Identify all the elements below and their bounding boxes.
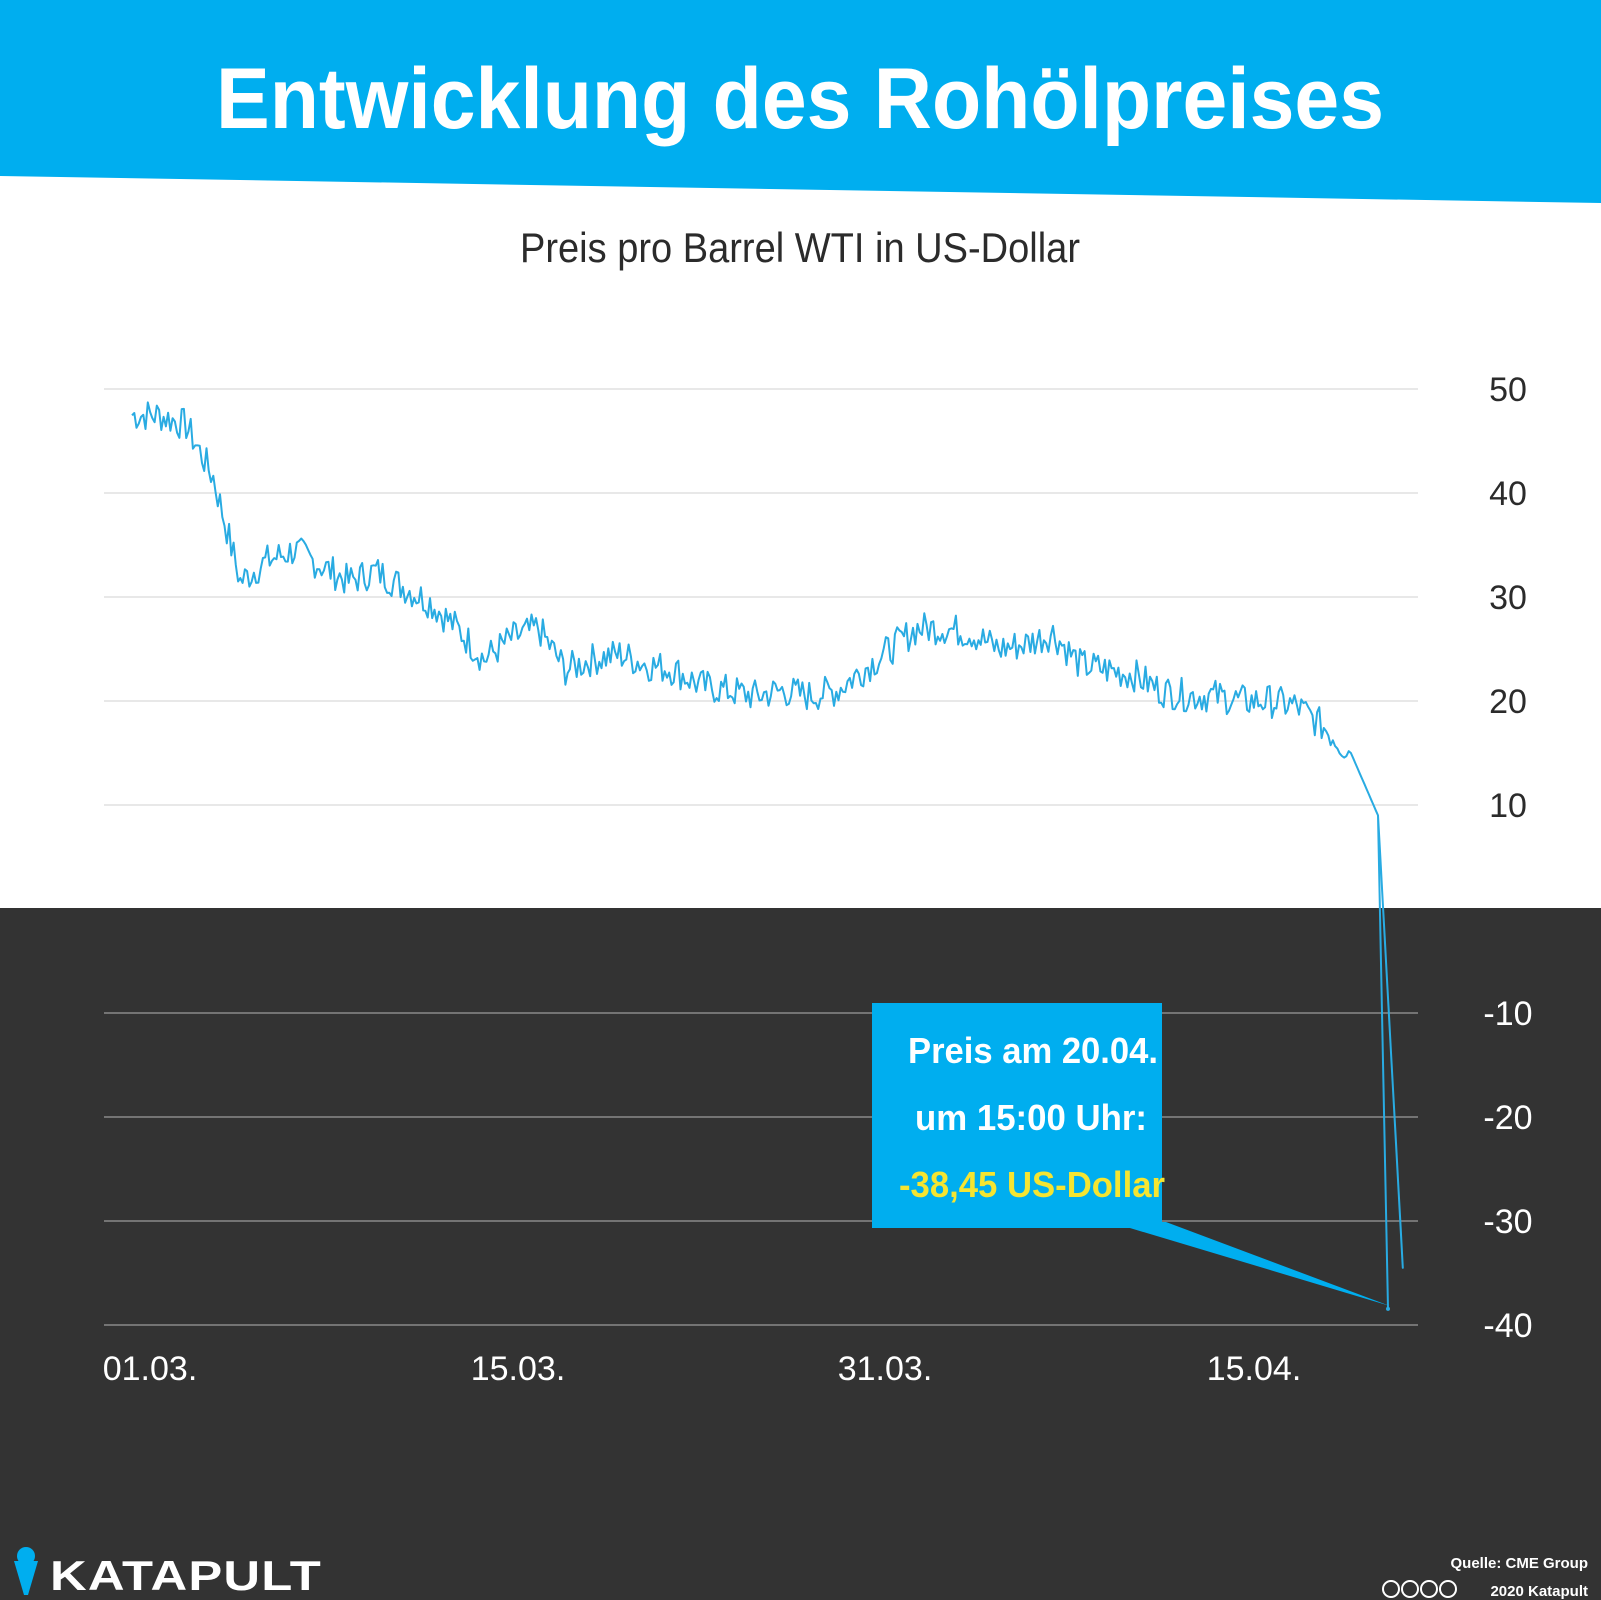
y-tick-label: 20 [1489, 683, 1527, 721]
price-line [131, 401, 1404, 1309]
callout-value: -38,45 US-Dollar [899, 1164, 1165, 1205]
negative-region-background [0, 908, 1601, 1600]
price-low-point [1386, 1306, 1390, 1311]
brand-name: KATAPULT [50, 1552, 322, 1599]
price-callout: Preis am 20.04. um 15:00 Uhr: -38,45 US-… [872, 1003, 1390, 1306]
y-tick-label: -30 [1483, 1203, 1532, 1241]
callout-pointer [1110, 1222, 1390, 1306]
license-icons [1382, 1580, 1457, 1598]
logo-icon [14, 1561, 38, 1595]
x-tick-label: 31.03. [838, 1350, 933, 1388]
y-tick-label: -10 [1483, 995, 1532, 1033]
x-tick-label: 01.03. [103, 1350, 198, 1388]
y-tick-label: 10 [1489, 787, 1527, 825]
title-banner [0, 0, 1601, 203]
source-label: Quelle: CME Group [1450, 1555, 1588, 1572]
price-series [131, 401, 1404, 1311]
by-icon [1401, 1580, 1419, 1598]
y-tick-label: 50 [1489, 371, 1527, 409]
copyright-label: 2020 Katapult [1490, 1583, 1588, 1600]
nc-icon [1420, 1580, 1438, 1598]
callout-line-1: Preis am 20.04. [908, 1030, 1158, 1071]
y-tick-label: 30 [1489, 579, 1527, 617]
x-axis-ticks: 01.03. 15.03. 31.03. 15.04. [103, 1350, 1302, 1388]
x-tick-label: 15.04. [1207, 1350, 1302, 1388]
page-title: Entwicklung des Rohölpreises [216, 51, 1384, 147]
y-axis-ticks: 50 40 30 20 10 -10 -20 -30 -40 [1483, 371, 1532, 1345]
y-tick-label: -20 [1483, 1099, 1532, 1137]
katapult-logo: KATAPULT [14, 1547, 322, 1599]
logo-icon-top [17, 1547, 35, 1565]
y-tick-label: 40 [1489, 475, 1527, 513]
chart-subtitle: Preis pro Barrel WTI in US-Dollar [520, 224, 1080, 271]
callout-box [872, 1003, 1162, 1228]
y-tick-label: -40 [1483, 1307, 1532, 1345]
nd-icon [1439, 1580, 1457, 1598]
callout-line-2: um 15:00 Uhr: [915, 1097, 1147, 1138]
x-tick-label: 15.03. [471, 1350, 566, 1388]
cc-icon [1382, 1580, 1400, 1598]
